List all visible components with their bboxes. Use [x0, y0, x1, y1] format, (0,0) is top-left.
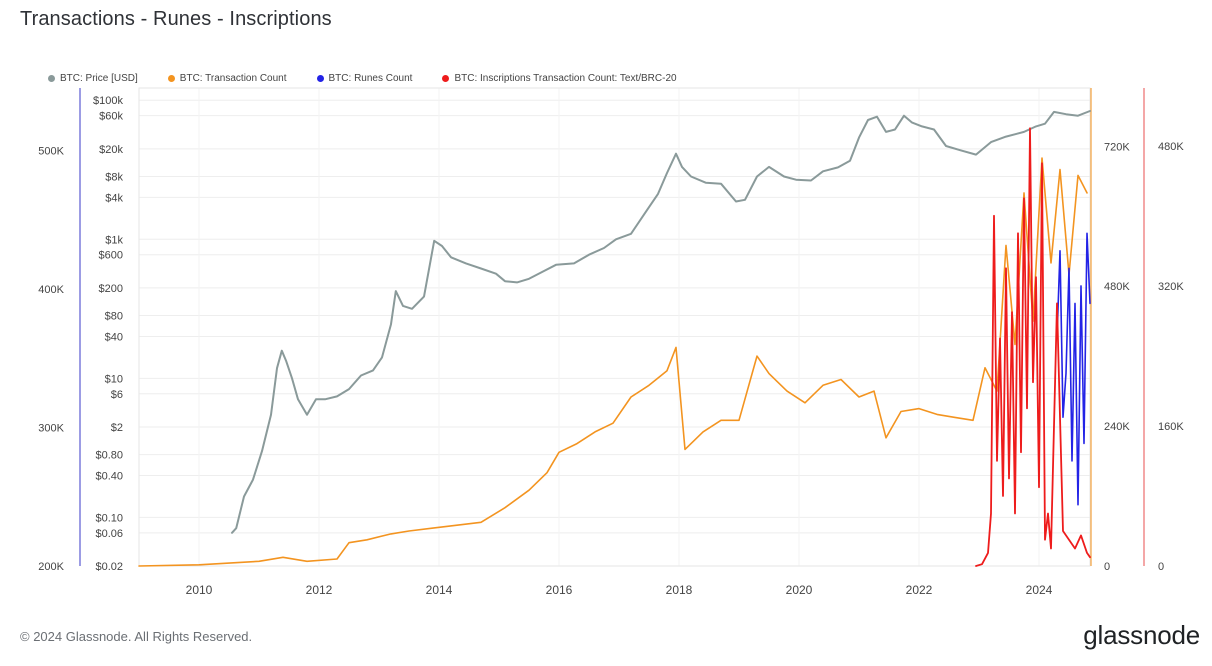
price-tick-label-3: $0.40 [95, 471, 123, 483]
price-tick-label-11: $600 [99, 250, 123, 262]
x-tick-label-1: 2012 [306, 583, 333, 597]
legend-label-inscriptions: BTC: Inscriptions Transaction Count: Tex… [454, 72, 677, 84]
left-tick-label-3: 500K [38, 145, 64, 157]
price-tick-label-14: $8k [105, 172, 123, 184]
series-line-price [231, 110, 1091, 534]
chart-title: Transactions - Runes - Inscriptions [20, 8, 332, 30]
right-runes-tick-label-1: 160K [1158, 421, 1184, 433]
right-tx-tick-label-0: 0 [1104, 561, 1110, 573]
x-tick-label-6: 2022 [906, 583, 933, 597]
legend-dot-runes [316, 74, 324, 82]
legend-item-inscriptions[interactable]: BTC: Inscriptions Transaction Count: Tex… [442, 72, 677, 84]
price-tick-label-7: $10 [105, 373, 123, 385]
legend-label-runes: BTC: Runes Count [328, 72, 413, 84]
left-tick-label-0: 200K [38, 561, 64, 573]
right-tx-tick-label-3: 720K [1104, 141, 1130, 153]
price-tick-label-0: $0.02 [95, 561, 123, 573]
price-tick-label-10: $200 [99, 283, 123, 295]
legend-label-tx: BTC: Transaction Count [179, 72, 287, 84]
left-tick-label-2: 400K [38, 284, 64, 296]
x-tick-label-0: 2010 [186, 583, 213, 597]
x-tick-label-3: 2016 [546, 583, 573, 597]
legend-item-runes[interactable]: BTC: Runes Count [316, 72, 413, 84]
copyright-footer: © 2024 Glassnode. All Rights Reserved. [20, 629, 253, 644]
series-line-runes [1056, 232, 1091, 506]
legend-item-tx[interactable]: BTC: Transaction Count [167, 72, 287, 84]
legend-item-price[interactable]: BTC: Price [USD] [48, 73, 138, 84]
legend-dot-inscriptions [442, 74, 450, 82]
price-tick-label-6: $6 [111, 389, 123, 401]
price-tick-label-16: $60k [99, 111, 123, 123]
right-runes-tick-label-3: 480K [1158, 141, 1184, 153]
legend-label-price: BTC: Price [USD] [60, 72, 138, 84]
price-tick-label-5: $2 [111, 422, 123, 434]
price-tick-label-15: $20k [99, 144, 123, 156]
series-line-inscriptions [975, 127, 1091, 567]
price-tick-label-13: $4k [105, 192, 123, 204]
x-tick-label-2: 2014 [426, 583, 453, 597]
legend-dot-tx [167, 74, 175, 82]
price-tick-label-17: $100k [93, 95, 123, 107]
price-tick-label-8: $40 [105, 331, 123, 343]
brand-logo: glassnode [1083, 620, 1200, 650]
right-tx-tick-label-2: 480K [1104, 281, 1130, 293]
plot-border [138, 87, 1091, 567]
x-tick-label-5: 2020 [786, 583, 813, 597]
right-tx-tick-label-1: 240K [1104, 421, 1130, 433]
price-tick-label-2: $0.10 [95, 512, 123, 524]
legend-dot-price [48, 74, 55, 82]
right-runes-tick-label-0: 0 [1158, 561, 1164, 573]
left-tick-label-1: 300K [38, 422, 64, 434]
price-tick-label-4: $0.80 [95, 450, 123, 462]
price-tick-label-1: $0.06 [95, 528, 123, 540]
price-tick-label-12: $1k [105, 234, 123, 246]
x-tick-label-7: 2024 [1026, 583, 1053, 597]
x-tick-label-4: 2018 [666, 583, 693, 597]
legend: BTC: Price [USD] BTC: Transaction Count … [48, 72, 707, 84]
chart-canvas[interactable]: 200K 300K 400K 500K $0.02 $0.06 $0.10 $0.40 $0.8… [0, 0, 1212, 600]
right-runes-tick-label-2: 320K [1158, 281, 1184, 293]
series-line-tx [138, 157, 1088, 567]
price-tick-label-9: $80 [105, 311, 123, 323]
